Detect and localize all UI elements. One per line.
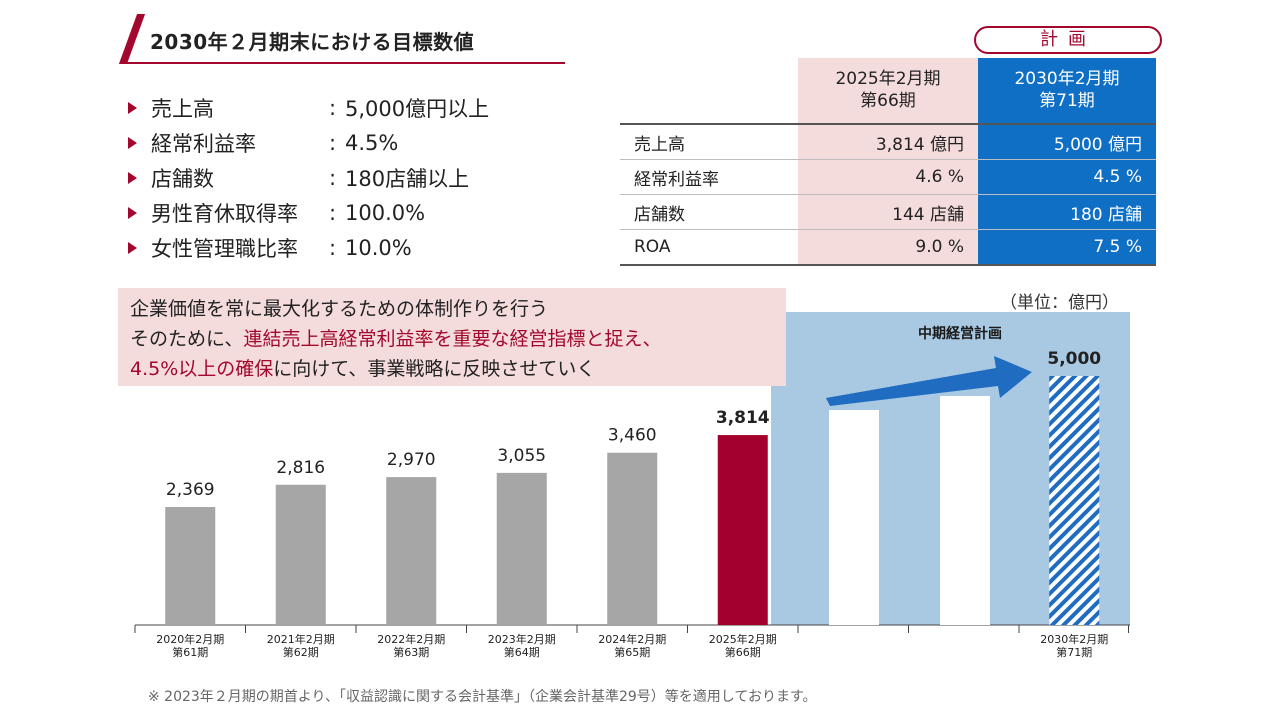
target-value: 180店舗以上	[345, 166, 470, 191]
target-row: 経常利益率 : 4.5%	[128, 125, 489, 160]
value-2030: 5,000 億円	[978, 125, 1156, 159]
policy-line-2: そのために、連結売上高経常利益率を重要な経営指標と捉え、	[130, 324, 786, 354]
value-2025: 144 店舗	[798, 195, 978, 229]
header-2030-term: 第71期	[1039, 91, 1095, 111]
policy-statement-box: 企業価値を常に最大化するための体制作りを行う そのために、連結売上高経常利益率を…	[118, 288, 786, 386]
target-label: 売上高	[151, 96, 214, 121]
category-label-period: 2025年2月期	[709, 632, 777, 646]
plan-table: 売上高 3,814 億円 5,000 億円 経常利益率 4.6 % 4.5 % …	[620, 123, 1156, 266]
data-label-0: 2,369	[166, 480, 215, 500]
target-colon: :	[329, 200, 337, 225]
plan-pill-label: 計画	[974, 26, 1162, 54]
title-underline	[120, 62, 565, 64]
target-label: 経常利益率	[151, 131, 256, 156]
header-2030-period: 2030年2月期	[1014, 69, 1120, 89]
target-value: 10.0%	[345, 235, 412, 260]
target-row: 店舗数 : 180店舗以上	[128, 160, 489, 195]
table-header-2030: 2030年2月期 第71期	[978, 58, 1156, 123]
target-row: 売上高 : 5,000億円以上	[128, 90, 489, 125]
category-label-period: 2023年2月期	[488, 632, 556, 646]
table-row: 経常利益率 4.6 % 4.5 %	[620, 160, 1156, 195]
bar-1	[275, 484, 326, 625]
page-title: 2030年２月期末における目標数値	[150, 30, 475, 54]
category-label-term: 第65期	[614, 645, 650, 659]
unit-label: （単位：億円）	[1000, 293, 1119, 313]
bar-5	[717, 435, 768, 625]
category-label-period: 2030年2月期	[1040, 632, 1108, 646]
category-label-term: 第64期	[504, 645, 540, 659]
data-label-4: 3,460	[608, 426, 657, 446]
bar-3	[496, 472, 547, 625]
value-2025: 9.0 %	[798, 230, 978, 264]
category-label-term: 第66期	[725, 645, 761, 659]
bullet-triangle-icon	[128, 171, 137, 184]
target-row: 女性管理職比率 : 10.0%	[128, 230, 489, 265]
target-colon: :	[329, 235, 337, 260]
target-list: 売上高 : 5,000億円以上 経常利益率 : 4.5% 店舗数 : 180店舗…	[128, 90, 489, 265]
category-label-period: 2024年2月期	[598, 632, 666, 646]
target-value: 4.5%	[345, 130, 399, 155]
target-colon: :	[329, 130, 337, 155]
policy-line-2-prefix: そのために、	[130, 328, 244, 350]
data-label-3: 3,055	[497, 446, 546, 466]
bar-8	[1049, 376, 1100, 625]
table-row: 売上高 3,814 億円 5,000 億円	[620, 123, 1156, 160]
data-label-1: 2,816	[276, 458, 325, 478]
bullet-triangle-icon	[128, 101, 137, 114]
target-label: 女性管理職比率	[151, 236, 298, 261]
value-2030: 4.5 %	[978, 160, 1156, 194]
header-2025-term: 第66期	[860, 91, 916, 111]
policy-line-3-highlight: 4.5%以上の確保	[130, 358, 274, 380]
bar-0	[165, 507, 216, 625]
target-value: 100.0%	[345, 200, 426, 225]
plan-placeholder-bar	[829, 410, 879, 625]
plan-area-label: 中期経営計画	[918, 325, 1002, 342]
target-colon: :	[329, 165, 337, 190]
bullet-triangle-icon	[128, 241, 137, 254]
policy-line-2-highlight: 連結売上高経常利益率を重要な経営指標と捉え、	[243, 328, 662, 350]
footnote: ※ 2023年２月期の期首より、「収益認識に関する会計基準」（企業会計基準29号…	[148, 689, 817, 705]
bar-4	[607, 452, 658, 625]
value-2030: 180 店舗	[978, 195, 1156, 229]
row-label: ROA	[634, 237, 671, 257]
data-label-8: 5,000	[1047, 349, 1101, 369]
data-label-2: 2,970	[387, 450, 436, 470]
target-colon: :	[329, 95, 337, 120]
policy-line-1: 企業価値を常に最大化するための体制作りを行う	[130, 298, 549, 320]
category-label-period: 2021年2月期	[267, 632, 335, 646]
bullet-triangle-icon	[128, 206, 137, 219]
plan-arrow-icon	[826, 356, 1032, 406]
policy-line-3-suffix: に向けて、事業戦略に反映させていく	[273, 358, 596, 380]
target-label: 男性育休取得率	[151, 201, 298, 226]
target-value: 5,000億円以上	[345, 96, 490, 121]
table-row: ROA 9.0 % 7.5 %	[620, 230, 1156, 266]
target-label: 店舗数	[151, 166, 214, 191]
value-2025: 4.6 %	[798, 160, 978, 194]
category-label-term: 第71期	[1056, 645, 1092, 659]
row-label: 店舗数	[634, 204, 685, 225]
table-header-2025: 2025年2月期 第66期	[798, 58, 978, 123]
target-row: 男性育休取得率 : 100.0%	[128, 195, 489, 230]
bar-2	[386, 477, 437, 625]
category-label-term: 第61期	[172, 645, 208, 659]
category-label-term: 第62期	[283, 645, 319, 659]
table-row: 店舗数 144 店舗 180 店舗	[620, 195, 1156, 230]
category-label-period: 2020年2月期	[156, 632, 224, 646]
bullet-triangle-icon	[128, 136, 137, 149]
header-2025-period: 2025年2月期	[835, 69, 941, 89]
category-label-term: 第63期	[393, 645, 429, 659]
data-label-5: 3,814	[716, 408, 770, 428]
category-label-period: 2022年2月期	[377, 632, 445, 646]
value-2025: 3,814 億円	[798, 125, 978, 159]
plan-placeholder-bar	[940, 396, 990, 625]
row-label: 売上高	[634, 134, 685, 155]
row-label: 経常利益率	[634, 169, 719, 190]
value-2030: 7.5 %	[978, 230, 1156, 264]
policy-line-3: 4.5%以上の確保に向けて、事業戦略に反映させていく	[130, 354, 786, 384]
